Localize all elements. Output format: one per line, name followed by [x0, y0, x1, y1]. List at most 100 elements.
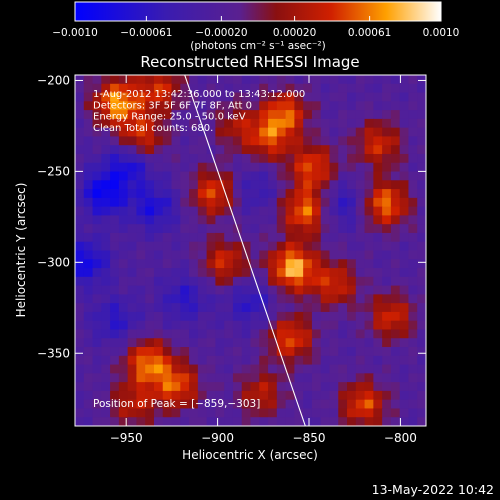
- heatmap-cell: [268, 294, 278, 304]
- heatmap-cell: [162, 311, 173, 322]
- heatmap-cell: [294, 320, 304, 331]
- heatmap-cell: [355, 110, 366, 120]
- heatmap-cell: [224, 276, 234, 287]
- heatmap-cell: [390, 382, 401, 392]
- heatmap-cell: [215, 382, 225, 392]
- heatmap-cell: [215, 390, 225, 401]
- heatmap-cell: [215, 241, 225, 252]
- heatmap-cell: [101, 347, 111, 357]
- heatmap-cell: [390, 329, 401, 339]
- heatmap-cell: [329, 338, 339, 348]
- heatmap-cell: [311, 75, 322, 85]
- heatmap-cell: [145, 145, 155, 155]
- heatmap-cell: [224, 136, 234, 146]
- heatmap-cell: [311, 259, 322, 269]
- heatmap-cell: [153, 92, 164, 102]
- heatmap-cell: [408, 75, 418, 85]
- heatmap-cell: [206, 136, 216, 146]
- heatmap-cell: [329, 382, 339, 392]
- heatmap-cell: [408, 92, 418, 102]
- heatmap-cell: [303, 347, 313, 357]
- heatmap-cell: [408, 364, 418, 374]
- heatmap-cell: [75, 311, 85, 322]
- heatmap-cell: [145, 303, 155, 313]
- heatmap-cell: [189, 118, 199, 129]
- heatmap-cell: [347, 171, 357, 181]
- heatmap-cell: [311, 162, 322, 173]
- heatmap-cell: [347, 250, 357, 260]
- heatmap-cell: [329, 101, 339, 111]
- heatmap-cell: [92, 232, 102, 243]
- heatmap-cell: [215, 285, 225, 295]
- heatmap-cell: [311, 268, 322, 278]
- heatmap-cell: [329, 215, 339, 225]
- heatmap-cell: [294, 171, 304, 181]
- heatmap-cell: [364, 101, 374, 111]
- heatmap-cell: [364, 110, 374, 120]
- heatmap-cell: [311, 311, 322, 322]
- heatmap-cell: [390, 197, 401, 208]
- heatmap-cell: [189, 382, 199, 392]
- heatmap-cell: [399, 171, 410, 181]
- heatmap-cell: [153, 417, 164, 426]
- heatmap-cell: [338, 118, 348, 129]
- heatmap-cell: [250, 101, 260, 111]
- heatmap-cell: [224, 153, 234, 164]
- heatmap-cell: [136, 285, 146, 295]
- heatmap-cell: [215, 101, 225, 111]
- heatmap-cell: [110, 127, 120, 138]
- heatmap-cell: [285, 311, 295, 322]
- heatmap-cell: [127, 417, 138, 426]
- heatmap-cell: [215, 83, 225, 94]
- heatmap-cell: [399, 294, 410, 304]
- heatmap-cell: [92, 215, 102, 225]
- heatmap-cell: [136, 338, 146, 348]
- heatmap-cell: [390, 276, 401, 287]
- heatmap-cell: [408, 276, 418, 287]
- heatmap-cell: [197, 101, 208, 111]
- heatmap-cell: [171, 224, 181, 234]
- heatmap-cell: [136, 364, 146, 374]
- heatmap-cell: [171, 408, 181, 418]
- heatmap-cell: [338, 259, 348, 269]
- heatmap-cell: [153, 390, 164, 401]
- heatmap-cell: [303, 118, 313, 129]
- heatmap-cell: [268, 153, 278, 164]
- heatmap-cell: [224, 101, 234, 111]
- heatmap-cell: [118, 285, 129, 295]
- heatmap-cell: [320, 347, 331, 357]
- heatmap-cell: [276, 118, 287, 129]
- heatmap-cell: [232, 399, 243, 410]
- heatmap-cell: [320, 180, 331, 190]
- heatmap-cell: [118, 136, 129, 146]
- heatmap-cell: [83, 171, 94, 181]
- heatmap-cell: [162, 417, 173, 426]
- heatmap-cell: [162, 408, 173, 418]
- heatmap-cell: [83, 417, 94, 426]
- heatmap-cell: [259, 320, 269, 331]
- heatmap-cell: [215, 118, 225, 129]
- heatmap-cell: [127, 83, 138, 94]
- heatmap-cell: [347, 408, 357, 418]
- heatmap-cell: [338, 145, 348, 155]
- heatmap-cell: [224, 303, 234, 313]
- heatmap-cell: [241, 382, 252, 392]
- heatmap-cell: [311, 382, 322, 392]
- heatmap-cell: [294, 241, 304, 252]
- heatmap-cell: [285, 162, 295, 173]
- heatmap-cell: [329, 399, 339, 410]
- heatmap-cell: [364, 153, 374, 164]
- heatmap-cell: [180, 259, 190, 269]
- heatmap-cell: [399, 320, 410, 331]
- heatmap-cell: [408, 189, 418, 199]
- heatmap-cell: [206, 390, 216, 401]
- heatmap-cell: [320, 259, 331, 269]
- heatmap-cell: [153, 338, 164, 348]
- heatmap-cell: [329, 92, 339, 102]
- heatmap-cell: [417, 101, 426, 111]
- heatmap-cell: [347, 417, 357, 426]
- heatmap-cell: [311, 338, 322, 348]
- heatmap-cell: [118, 329, 129, 339]
- heatmap-cell: [162, 390, 173, 401]
- heatmap-cell: [153, 232, 164, 243]
